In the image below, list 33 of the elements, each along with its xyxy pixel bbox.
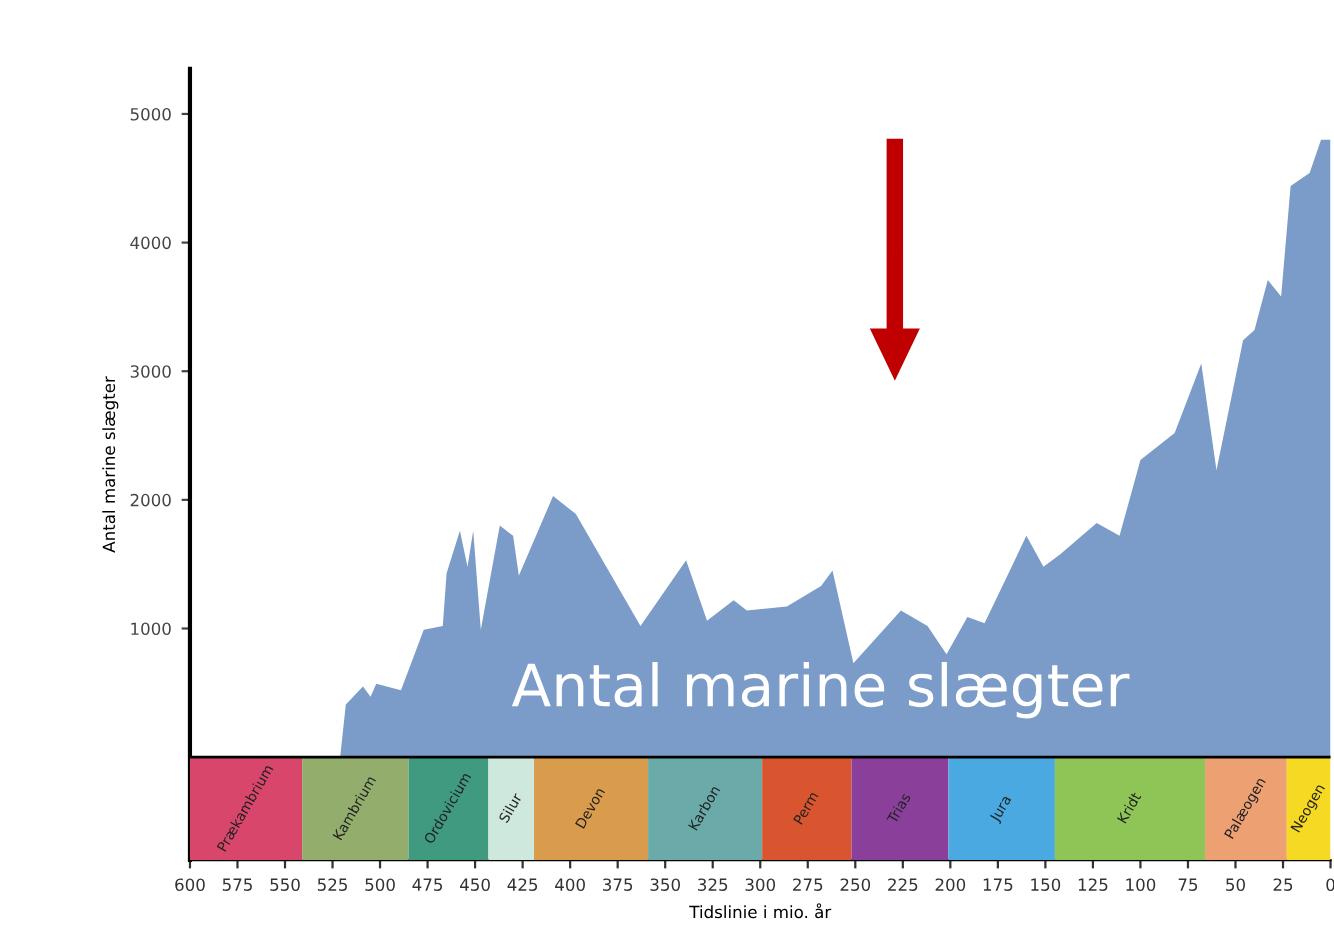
- x-tick-label: 300: [745, 878, 776, 891]
- x-tick-label: 425: [507, 878, 538, 891]
- x-tick-label: 25: [1273, 878, 1293, 891]
- x-tick-label: 450: [460, 878, 490, 891]
- x-tick-label: 50: [1226, 878, 1245, 891]
- x-tick-label: 400: [555, 878, 585, 891]
- x-axis-title: Tidslinie i mio. år: [689, 903, 832, 919]
- x-tick-label: 375: [603, 878, 633, 891]
- x-tick-label: 175: [983, 878, 1013, 891]
- x-tick-label: 525: [317, 878, 347, 891]
- y-tick-label: 4000: [130, 236, 171, 250]
- x-tick-label: 475: [412, 878, 443, 891]
- x-tick-label: 500: [365, 878, 395, 891]
- y-tick-label: 2000: [130, 493, 171, 507]
- y-tick-label: 1000: [131, 622, 171, 636]
- annotation: Antal marine slægter: [511, 661, 1130, 719]
- x-tick-label: 575: [222, 878, 252, 891]
- x-tick-label: 250: [840, 878, 871, 891]
- x-tick-label: 225: [888, 878, 918, 891]
- x-tick-label: 125: [1078, 878, 1108, 891]
- y-axis-title: Antal marine slægter: [102, 376, 119, 553]
- x-tick-label: 100: [1126, 878, 1156, 891]
- y-tick-label: 3000: [130, 365, 171, 378]
- x-tick-label: 275: [793, 878, 823, 891]
- x-tick-label: 150: [1031, 878, 1061, 891]
- y-tick-label: 5000: [130, 107, 171, 121]
- x-tick-label: 350: [650, 878, 680, 891]
- x-tick-label: 75: [1178, 878, 1198, 891]
- x-tick-label: 200: [935, 878, 966, 891]
- x-tick-label: 550: [270, 878, 300, 891]
- x-tick-label: 600: [175, 878, 205, 891]
- x-tick-label: 325: [698, 878, 728, 891]
- x-tick-label: 0: [1326, 878, 1334, 891]
